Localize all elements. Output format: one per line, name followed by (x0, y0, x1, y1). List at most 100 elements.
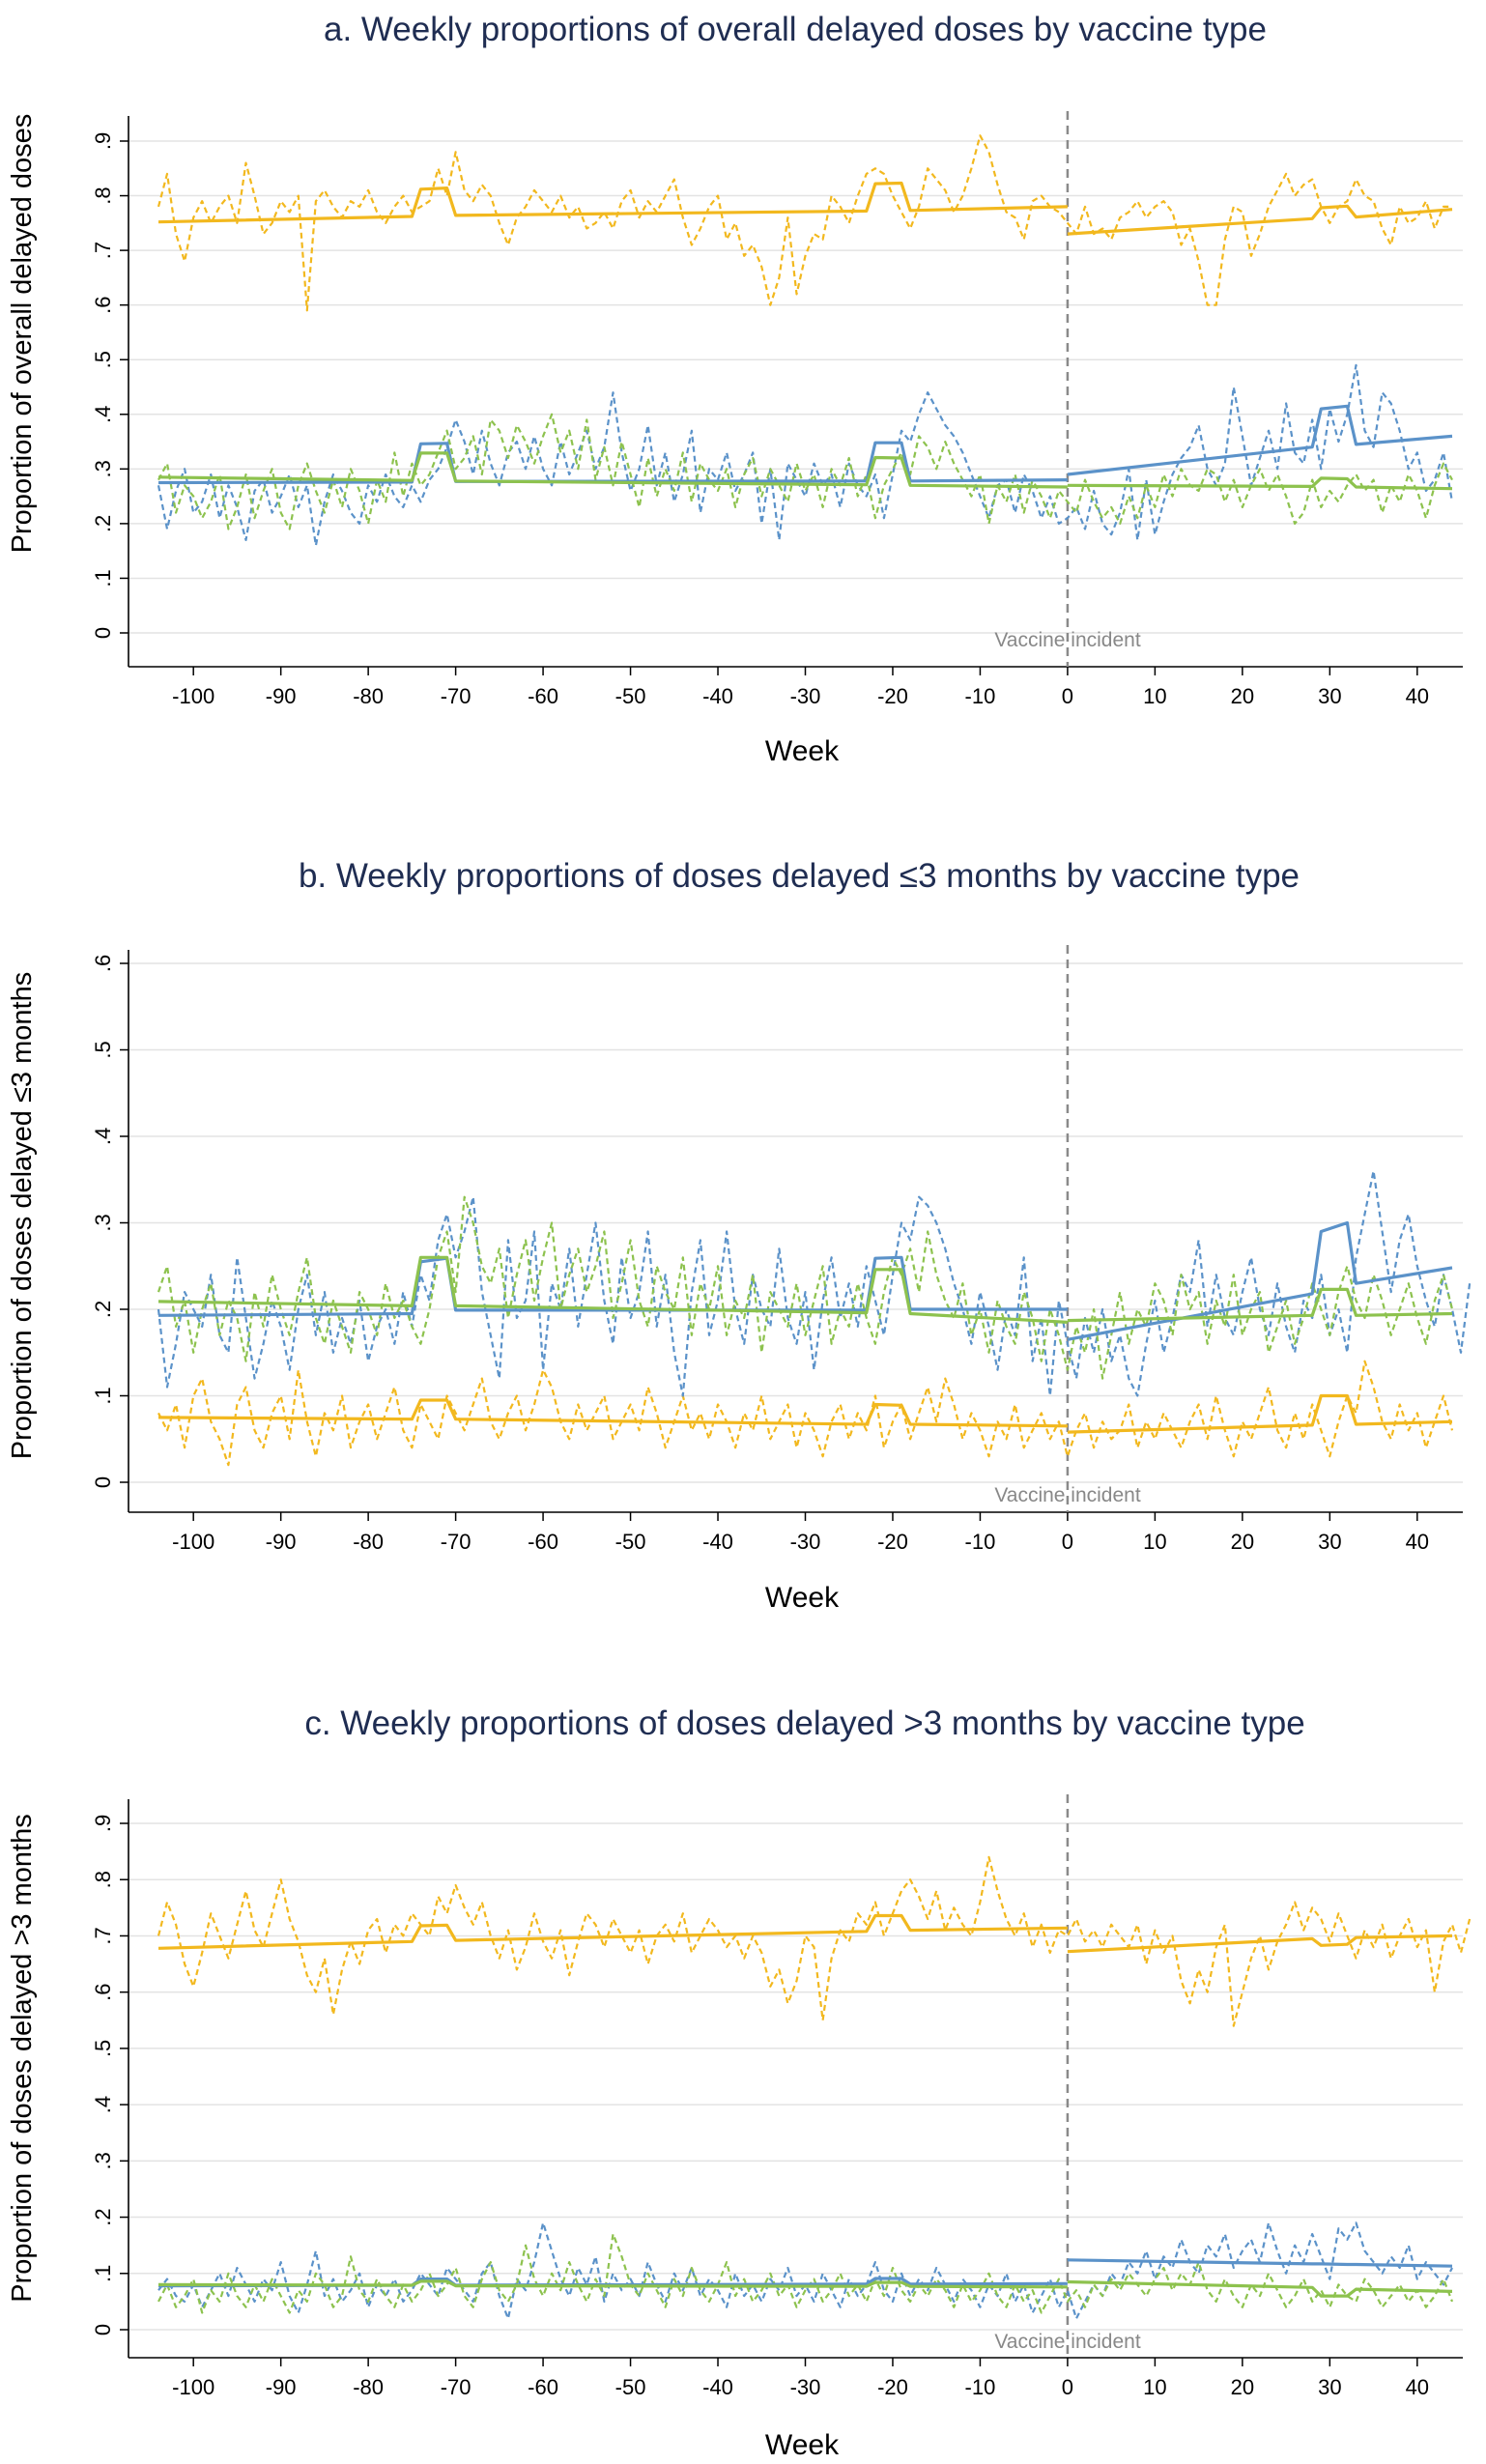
panel-a-x-tick-label: -100 (172, 684, 214, 708)
panel-c-x-tick-label: 40 (1406, 2375, 1429, 2399)
panel-a-x-tick-label: 0 (1062, 684, 1073, 708)
panel-b-x-tick-label: -20 (877, 1530, 908, 1554)
panel-b-x-tick-label: 20 (1231, 1530, 1254, 1554)
panel-a-x-tick-label: -50 (615, 684, 646, 708)
panel-a-y-tick-label: .8 (91, 186, 115, 204)
panel-c-x-tick-label: -80 (353, 2375, 384, 2399)
panel-c-series-1-observed-line (157, 1855, 1472, 2027)
panel-b-series-1-fitted-line-pre (157, 1398, 1068, 1428)
panel-a-x-tick-label: 10 (1143, 684, 1166, 708)
panel-a-x-tick-label: 20 (1231, 684, 1254, 708)
panel-b-series-1-fitted-line-post (1067, 1393, 1453, 1434)
panel-b-x-tick-label: -50 (615, 1530, 646, 1554)
panel-a-x-tick-label: -40 (702, 684, 733, 708)
panel-c-y-tick-label: .6 (91, 1983, 115, 2000)
panel-b-series-3-fitted-line-pre (157, 1255, 1068, 1324)
panel-b-x-tick-label: -100 (172, 1530, 214, 1554)
panel-c-series-3-fitted-line-pre (157, 2279, 1068, 2289)
panel-c-x-tick-label: -60 (528, 2375, 558, 2399)
panel-a-y-tick-label: .9 (91, 132, 115, 150)
panel-c-y-tick-label: .9 (91, 1815, 115, 1832)
panel-a-x-tick-label: -30 (790, 684, 821, 708)
panel-a-x-tick-label: -80 (353, 684, 384, 708)
panel-c-x-tick-label: -30 (790, 2375, 821, 2399)
panel-c-series-1-fitted-line-pre (157, 1913, 1068, 1950)
panel-c-x-tick-label: -90 (266, 2375, 297, 2399)
panel-a-y-tick-label: .1 (91, 569, 115, 587)
panel-b-x-tick-label: -10 (965, 1530, 996, 1554)
panel-a-y-tick-label: .5 (91, 351, 115, 368)
panel-a-series-1-observed-line (157, 134, 1452, 312)
panel-b-y-tick-label: 0 (91, 1476, 115, 1488)
panel-b-series-2-observed-line (157, 1169, 1472, 1397)
panel-a-series-3-fitted-line-pre (157, 451, 1068, 489)
panel-c-y-tick-label: .7 (91, 1927, 115, 1944)
panel-c-y-tick-label: .8 (91, 1871, 115, 1888)
panel-a-x-tick-label: 30 (1318, 684, 1341, 708)
panel-c-y-tick-label: .4 (91, 2096, 115, 2113)
panel-b-x-tick-label: -70 (441, 1530, 472, 1554)
panel-a-series-2-fitted-line-pre (157, 441, 1068, 485)
panel-c-y-tick-label: 0 (91, 2324, 115, 2335)
panel-b-plot-area: 0.1.2.3.4.5.6-100 -90 -80 -70 -60 -50 -40 -30 -2… (91, 945, 1472, 1554)
panel-b-y-axis-label: Proportion of doses delayed ≤3 months (7, 972, 38, 1459)
panel-a-x-axis-label: Week (765, 735, 840, 767)
panel-c-x-tick-label: 10 (1143, 2375, 1166, 2399)
panel-c-x-tick-label: -40 (702, 2375, 733, 2399)
panel-b-series-2-fitted-line-post (1067, 1220, 1453, 1341)
panel-b-x-tick-label: 10 (1143, 1530, 1166, 1554)
panel-b-y-tick-label: .5 (91, 1041, 115, 1058)
panel-c-y-tick-label: .3 (91, 2152, 115, 2169)
panel-c: c. Weekly proportions of doses delayed >… (7, 1705, 1472, 2461)
panel-c-y-axis-label: Proportion of doses delayed >3 months (7, 1814, 38, 2302)
panel-a-y-axis-label: Proportion of overall delayed doses (7, 114, 38, 554)
panel-b-y-tick-label: .3 (91, 1214, 115, 1231)
panel-a-y-tick-label: .2 (91, 515, 115, 532)
panel-a-series-1-fitted-line-pre (157, 181, 1068, 224)
panel-a-series-2-observed-line (157, 363, 1454, 547)
panel-c-title: c. Weekly proportions of doses delayed >… (304, 1705, 1304, 1742)
panel-b-x-tick-label: -60 (528, 1530, 558, 1554)
panel-b-x-tick-label: -80 (353, 1530, 384, 1554)
panel-c-x-tick-label: -10 (965, 2375, 996, 2399)
panel-a-x-tick-label: -20 (877, 684, 908, 708)
panel-b-series-3-observed-line (157, 1195, 1454, 1380)
panel-a-x-tick-label: 40 (1406, 684, 1429, 708)
panel-c-x-axis-label: Week (765, 2429, 840, 2461)
panel-a-y-tick-label: 0 (91, 627, 115, 639)
panel-b-y-tick-label: .2 (91, 1301, 115, 1318)
panel-c-x-tick-label: -70 (441, 2375, 472, 2399)
panel-a-y-tick-label: .4 (91, 406, 115, 423)
panel-c-y-tick-label: .1 (91, 2265, 115, 2282)
panel-b-title: b. Weekly proportions of doses delayed ≤… (299, 857, 1300, 895)
panel-b-x-tick-label: 0 (1062, 1530, 1073, 1554)
panel-b-y-tick-label: .6 (91, 955, 115, 972)
panel-c-vaccine-incident-annotation: Vaccine incident (994, 2331, 1141, 2353)
panel-a-series-2-fitted-line-post (1067, 404, 1453, 476)
panel-c-series-3-fitted-line-post (1067, 2279, 1453, 2298)
panel-b-series-3-fitted-line-post (1067, 1287, 1453, 1323)
panel-b-y-tick-label: .1 (91, 1387, 115, 1404)
panel-a-y-tick-label: .6 (91, 296, 115, 313)
panel-c-x-tick-label: -20 (877, 2375, 908, 2399)
panel-b-vaccine-incident-annotation: Vaccine incident (994, 1484, 1141, 1506)
panel-c-x-tick-label: -50 (615, 2375, 646, 2399)
panel-a-title: a. Weekly proportions of overall delayed… (324, 11, 1267, 48)
panel-b-x-tick-label: -90 (266, 1530, 297, 1554)
panel-c-series-2-fitted-line-post (1067, 2258, 1453, 2268)
panel-b-x-axis-label: Week (765, 1582, 840, 1614)
panel-a-x-tick-label: -90 (266, 684, 297, 708)
panel-b-x-tick-label: -30 (790, 1530, 821, 1554)
panel-c-x-tick-label: 20 (1231, 2375, 1254, 2399)
panel-a-x-tick-label: -70 (441, 684, 472, 708)
panel-c-x-tick-label: 30 (1318, 2375, 1341, 2399)
panel-c-series-3-observed-line (157, 2232, 1454, 2314)
panel-b-x-tick-label: -40 (702, 1530, 733, 1554)
panel-b-x-tick-label: 40 (1406, 1530, 1429, 1554)
panel-a-x-tick-label: -60 (528, 684, 558, 708)
panel-c-y-tick-label: .5 (91, 2040, 115, 2057)
panel-b-x-tick-label: 30 (1318, 1530, 1341, 1554)
panel-c-x-tick-label: -100 (172, 2375, 214, 2399)
panel-a-series-1-fitted-line-post (1067, 204, 1453, 236)
